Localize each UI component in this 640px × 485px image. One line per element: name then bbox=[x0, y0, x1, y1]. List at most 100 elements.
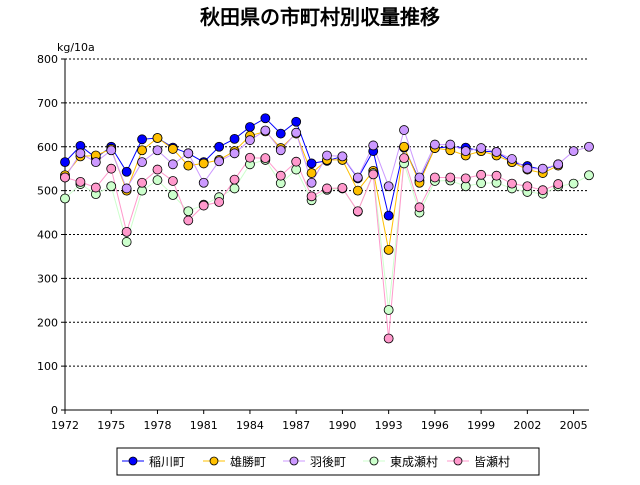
data-point bbox=[60, 157, 70, 168]
data-point bbox=[553, 159, 564, 170]
data-point bbox=[183, 148, 194, 159]
data-point bbox=[429, 139, 440, 150]
data-point bbox=[121, 237, 132, 247]
data-point bbox=[291, 127, 302, 138]
data-point bbox=[352, 172, 363, 183]
data-point bbox=[306, 168, 317, 178]
data-point bbox=[429, 172, 440, 183]
data-point bbox=[137, 134, 147, 145]
data-point bbox=[214, 141, 225, 152]
y-tick-labels: 0 100 200 300 400 500 600 700 800 bbox=[37, 53, 58, 417]
data-point bbox=[121, 183, 132, 194]
data-point bbox=[460, 146, 471, 157]
data-point bbox=[383, 305, 394, 315]
data-point bbox=[260, 125, 271, 136]
x-tick-label: 1975 bbox=[97, 419, 125, 432]
data-point bbox=[414, 202, 425, 213]
y-tick-label: 300 bbox=[37, 272, 58, 285]
data-point bbox=[399, 153, 409, 164]
data-point bbox=[167, 159, 178, 170]
data-point bbox=[183, 206, 194, 217]
data-point bbox=[291, 156, 302, 167]
data-point bbox=[383, 244, 394, 255]
y-tick-label: 700 bbox=[37, 97, 58, 110]
data-point bbox=[152, 175, 163, 185]
legend-marker bbox=[128, 456, 138, 466]
data-point bbox=[152, 145, 163, 156]
data-point bbox=[291, 116, 302, 127]
data-point bbox=[306, 158, 317, 169]
y-tick-label: 500 bbox=[37, 185, 58, 198]
x-tick-label: 1987 bbox=[282, 419, 310, 432]
data-point bbox=[198, 200, 209, 211]
data-point bbox=[491, 170, 502, 181]
data-point bbox=[229, 148, 240, 159]
x-tick-label: 1972 bbox=[51, 419, 79, 432]
legend-item: 東成瀬村 bbox=[363, 455, 438, 469]
data-point bbox=[60, 193, 70, 204]
data-point bbox=[167, 176, 178, 186]
data-point bbox=[553, 179, 564, 189]
data-point bbox=[90, 182, 101, 193]
data-point bbox=[167, 144, 178, 154]
x-tick-label: 1996 bbox=[421, 419, 449, 432]
data-point bbox=[491, 147, 502, 157]
data-point bbox=[229, 183, 240, 194]
legend-marker bbox=[369, 456, 379, 466]
data-point bbox=[260, 113, 271, 124]
data-point bbox=[183, 160, 194, 171]
data-point bbox=[383, 333, 394, 344]
data-point bbox=[584, 170, 594, 181]
data-point bbox=[214, 156, 225, 167]
data-point bbox=[399, 141, 409, 152]
data-point bbox=[106, 181, 117, 192]
data-point bbox=[106, 145, 117, 156]
data-point bbox=[152, 133, 163, 143]
data-point bbox=[275, 128, 286, 139]
y-tick-label: 800 bbox=[37, 53, 58, 66]
axes bbox=[61, 58, 589, 414]
legend-item: 稲川町 bbox=[122, 455, 185, 469]
data-point bbox=[337, 151, 348, 162]
data-point bbox=[352, 206, 363, 217]
data-point bbox=[75, 176, 86, 187]
data-point bbox=[507, 154, 517, 164]
chart-title: 秋田県の市町村別収量推移 bbox=[200, 5, 440, 29]
data-point bbox=[137, 177, 147, 188]
data-point bbox=[137, 145, 147, 156]
gridlines bbox=[65, 58, 589, 367]
data-point bbox=[245, 152, 255, 163]
data-point bbox=[584, 141, 594, 152]
legend-label: 雄勝町 bbox=[230, 454, 266, 469]
series-group bbox=[60, 113, 594, 344]
y-tick-label: 0 bbox=[51, 404, 58, 417]
data-point bbox=[137, 157, 147, 168]
data-point bbox=[245, 135, 255, 146]
data-point bbox=[445, 172, 456, 183]
data-point bbox=[383, 210, 394, 221]
data-point bbox=[476, 169, 487, 180]
legend-label: 皆瀬村 bbox=[474, 455, 510, 469]
x-tick-label: 1999 bbox=[467, 419, 495, 432]
x-tick-label: 1990 bbox=[328, 419, 356, 432]
legend-item: 羽後町 bbox=[283, 455, 346, 469]
data-point bbox=[121, 226, 132, 237]
y-tick-label: 200 bbox=[37, 316, 58, 329]
x-tick-label: 2002 bbox=[513, 419, 541, 432]
data-point bbox=[476, 178, 487, 189]
legend-item: 雄勝町 bbox=[203, 454, 266, 469]
data-point bbox=[445, 139, 456, 150]
x-tick-label: 1984 bbox=[236, 419, 264, 432]
data-point bbox=[568, 178, 579, 189]
y-tick-label: 400 bbox=[37, 229, 58, 242]
data-point bbox=[368, 140, 379, 151]
data-point bbox=[383, 181, 394, 192]
data-point bbox=[152, 164, 163, 175]
data-point bbox=[260, 153, 271, 164]
x-tick-labels: 1972 1975 1978 1981 1984 1987 1990 1993 1996 1999… bbox=[51, 419, 588, 432]
legend-label: 稲川町 bbox=[149, 455, 185, 469]
data-point bbox=[275, 145, 286, 156]
x-tick-label: 1981 bbox=[190, 419, 218, 432]
series-markers-3 bbox=[60, 125, 594, 194]
